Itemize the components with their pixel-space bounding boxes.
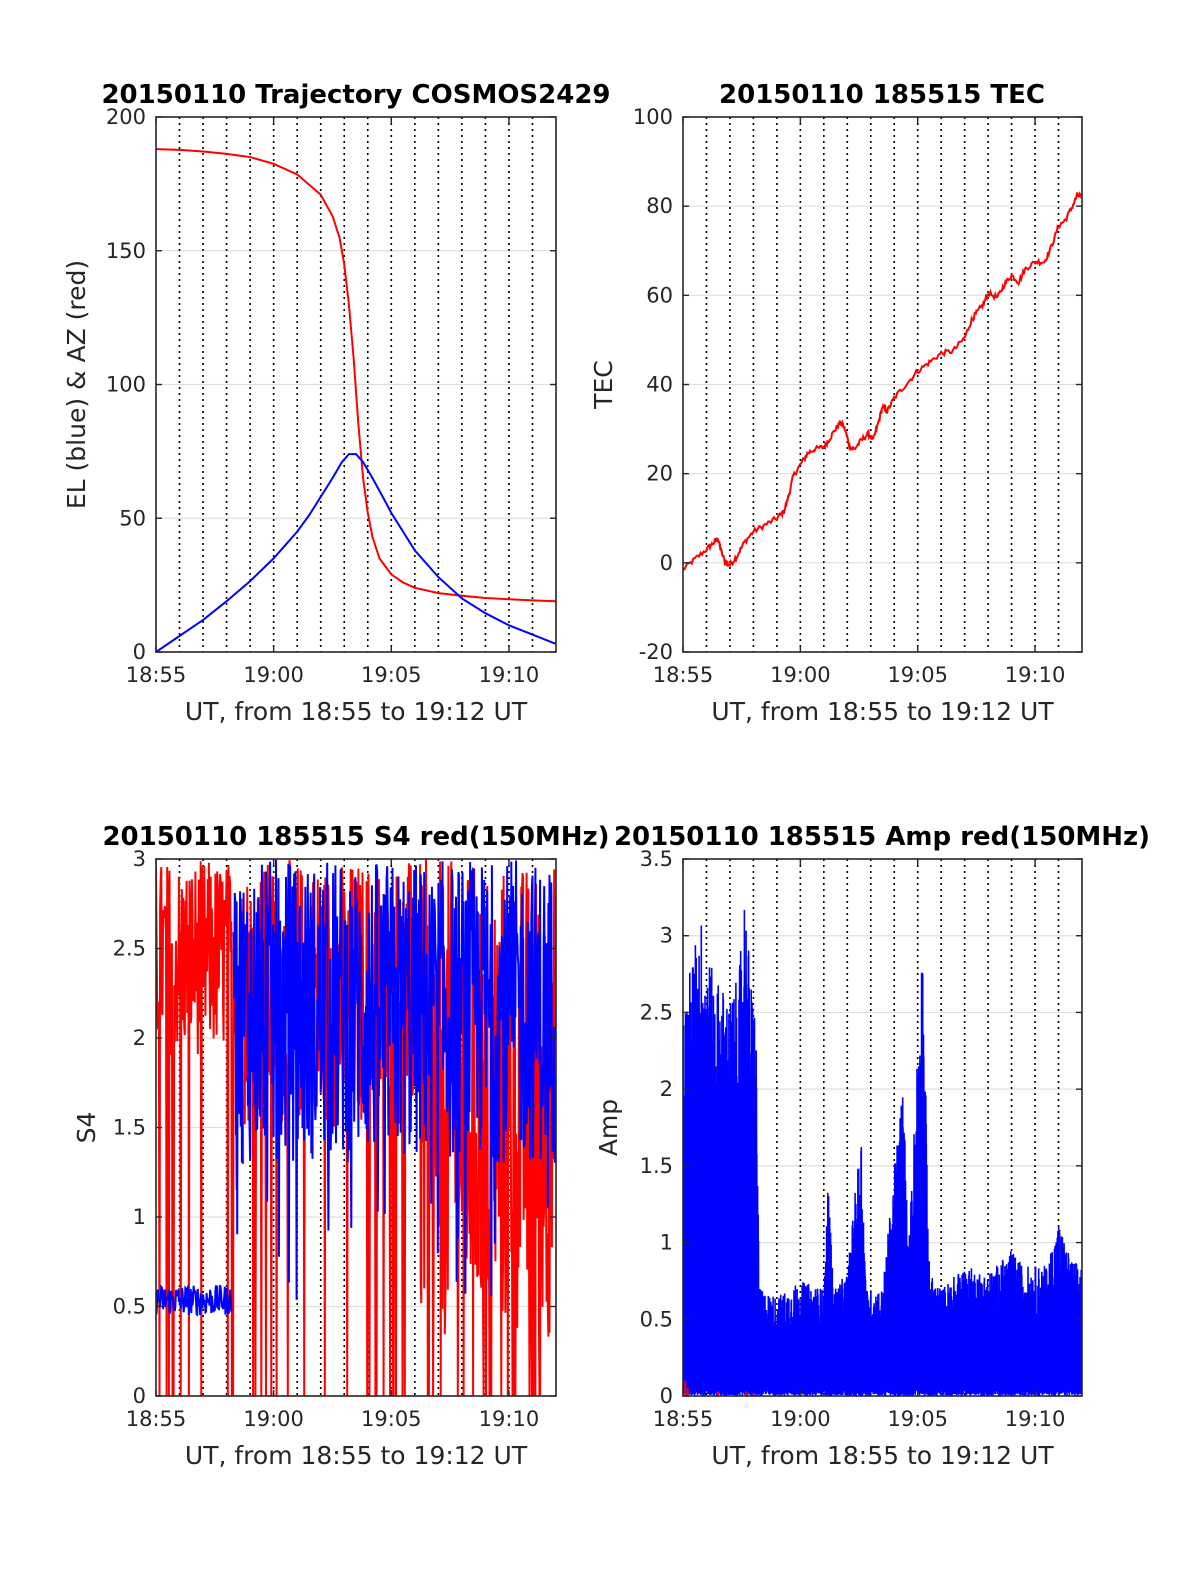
y-tick-label: 2.5 [640,1000,673,1024]
y-tick-label: 3 [133,847,146,871]
x-tick-label: 18:55 [653,1407,714,1431]
y-tick-label: 60 [646,283,673,307]
x-tick-label: 19:10 [479,663,540,687]
y-tick-label: 1 [660,1231,673,1255]
y-tick-label: 0.5 [640,1307,673,1331]
y-tick-label: 1.5 [640,1154,673,1178]
x-tick-label: 19:10 [1005,1407,1066,1431]
y-tick-label: 0 [133,1384,146,1408]
y-tick-label: 100 [633,105,673,129]
x-tick-label: 19:00 [243,1407,304,1431]
x-axis-label: UT, from 18:55 to 19:12 UT [711,697,1054,726]
x-tick-label: 18:55 [126,663,187,687]
chart-title: 20150110 185515 S4 red(150MHz) [102,822,609,852]
x-tick-label: 19:10 [479,1407,540,1431]
y-tick-label: 3.5 [640,847,673,871]
y-axis-label: TEC [589,360,618,410]
y-tick-label: 100 [106,373,146,397]
y-tick-label: 20 [646,462,673,486]
chart-title: 20150110 185515 TEC [719,80,1045,110]
x-tick-label: 18:55 [653,663,714,687]
plot-series [156,148,556,652]
chart-title: 20150110 Trajectory COSMOS2429 [101,80,610,110]
y-tick-label: 150 [106,239,146,263]
y-tick-label: 3 [660,924,673,948]
y-tick-label: 0 [660,551,673,575]
series-line [683,909,1082,1396]
y-tick-label: 2.5 [113,937,146,961]
series-line [156,859,556,1317]
y-tick-label: 1 [133,1205,146,1229]
plot-series [683,909,1082,1396]
x-tick-label: 19:05 [361,663,422,687]
plot-series [683,191,1082,571]
x-tick-label: 19:00 [243,663,304,687]
y-tick-label: 40 [646,373,673,397]
x-axis-label: UT, from 18:55 to 19:12 UT [185,697,528,726]
x-tick-label: 19:05 [887,663,948,687]
y-tick-label: 200 [106,105,146,129]
chart-title: 20150110 185515 Amp red(150MHz) [614,822,1150,852]
y-tick-label: 50 [119,506,146,530]
y-tick-label: 0 [133,640,146,664]
axes-box [682,858,1083,1397]
x-tick-label: 19:00 [770,1407,831,1431]
plot-series [156,859,556,1396]
y-tick-label: 0 [660,1384,673,1408]
x-tick-label: 19:10 [1005,663,1066,687]
y-axis-label: Amp [594,1099,623,1156]
x-tick-label: 19:00 [770,663,831,687]
y-axis-label: S4 [72,1112,101,1144]
x-tick-label: 19:05 [361,1407,422,1431]
chart-3: 0 0.5 1 1.5 2 2.5 3 18:55 19:00 19:05 19:10 2015011… [72,822,610,1470]
y-tick-label: 1.5 [113,1116,146,1140]
x-axis-label: UT, from 18:55 to 19:12 UT [711,1441,1054,1470]
y-tick-label: 80 [646,194,673,218]
y-tick-label: 2 [133,1026,146,1050]
x-tick-label: 19:05 [887,1407,948,1431]
chart-2: -20 0 20 40 60 80 100 18:55 19:00 19:05 19:10 20150… [589,80,1083,726]
x-tick-label: 18:55 [126,1407,187,1431]
y-tick-label: -20 [639,640,673,664]
y-axis-label: EL (blue) & AZ (red) [62,260,91,509]
y-tick-label: 2 [660,1077,673,1101]
y-tick-label: 0.5 [113,1295,146,1319]
x-axis-label: UT, from 18:55 to 19:12 UT [185,1441,528,1470]
series-line [683,191,1082,571]
series-line [156,148,556,603]
chart-4: 0 0.5 1 1.5 2 2.5 3 3.5 18:55 19:00 19:05 19:10 2015… [594,822,1150,1470]
chart-1: 0 50 100 150 200 18:55 19:00 19:05 19:10 20150110… [62,80,611,726]
series-line [684,1380,755,1396]
series-line [156,453,556,652]
